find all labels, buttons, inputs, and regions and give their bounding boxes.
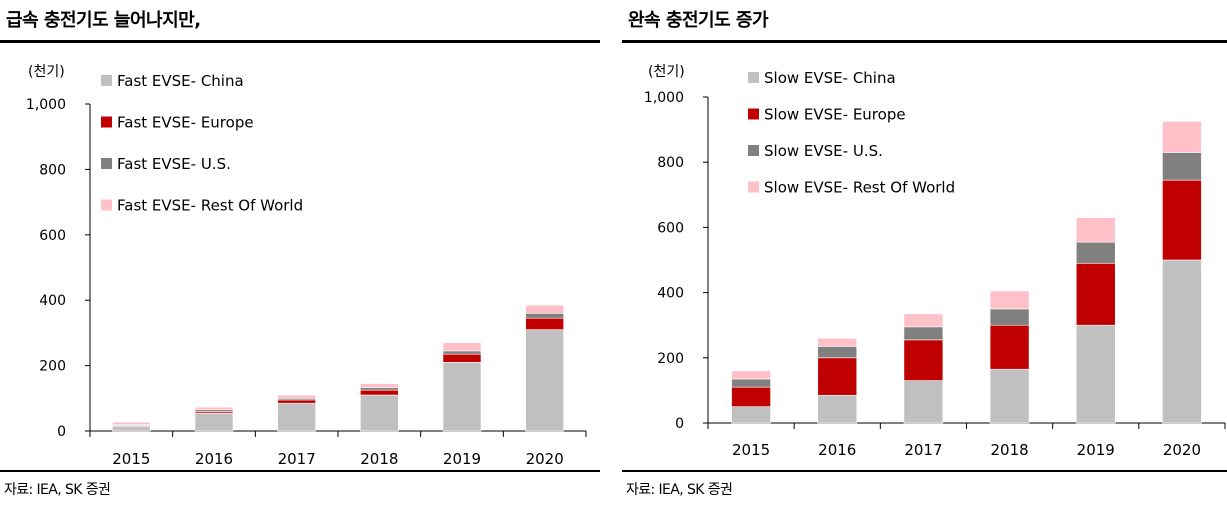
y-tick-label: 200 [39, 359, 66, 375]
bar-segment [442, 350, 482, 355]
bar-segment [989, 290, 1030, 310]
bar-segment [525, 312, 564, 319]
legend-label: Fast EVSE- Europe [117, 114, 254, 132]
legend-label: Slow EVSE- Europe [764, 106, 906, 124]
y-tick-label: 400 [39, 293, 66, 309]
legend-swatch [748, 181, 759, 193]
bar-segment [442, 362, 482, 432]
source-rule [0, 470, 600, 472]
unit-label: (천기) [648, 64, 685, 80]
bar-segment [442, 353, 482, 363]
x-tick-label: 2016 [818, 441, 856, 459]
bar-segment [360, 387, 399, 391]
bar-segment [1075, 217, 1116, 243]
bar-segment [903, 326, 944, 341]
bar-segment [360, 383, 399, 388]
bar-segment [277, 394, 316, 399]
legend-label: Slow EVSE- U.S. [764, 142, 883, 160]
fast-charger-panel: 급속 충전기도 늘어나지만, (천기) 0 200 400 600 800 1,000 201… [0, 0, 600, 507]
legend-swatch [748, 72, 759, 83]
bar-segment [903, 313, 944, 328]
legend-swatch [748, 108, 759, 120]
bar-segment [194, 412, 234, 432]
bar-segment [1075, 324, 1116, 424]
bar-segment [360, 394, 399, 432]
y-tick-label: 0 [675, 416, 684, 432]
legend-swatch [748, 145, 759, 156]
x-tick-label: 2020 [1163, 441, 1201, 459]
legend-label: Slow EVSE- Rest Of World [764, 179, 955, 197]
y-tick-label: 0 [57, 424, 66, 440]
bar-segment [525, 329, 564, 432]
x-tick-label: 2015 [732, 441, 770, 459]
legend-swatch [101, 158, 112, 169]
bar-segment [1162, 152, 1202, 181]
chart-title: 급속 충전기도 늘어나지만, [6, 10, 201, 31]
unit-label: (천기) [28, 64, 65, 80]
bar-segment [817, 346, 858, 359]
bar-segment [903, 380, 944, 424]
bar-segment [1162, 121, 1202, 153]
x-tick-label: 2018 [990, 441, 1028, 459]
slow-charger-panel: 완속 충전기도 증가 (천기) 0 200 400 600 800 1,000 2015 201… [622, 0, 1227, 507]
y-tick-label: 1,000 [26, 97, 66, 113]
legend-label: Fast EVSE- China [117, 72, 244, 90]
y-tick-label: 600 [39, 228, 66, 244]
bar-segment [1162, 259, 1202, 424]
x-tick-label: 2016 [195, 450, 233, 468]
bar-segment [525, 304, 564, 314]
bar-segment [194, 406, 234, 411]
bar-segment [989, 368, 1030, 424]
x-tick-label: 2018 [360, 450, 398, 468]
y-tick-label: 200 [657, 351, 684, 367]
x-tick-label: 2017 [904, 441, 942, 459]
legend-swatch [101, 199, 112, 211]
bar-segment [731, 378, 771, 388]
x-tick-label: 2020 [526, 450, 564, 468]
source-note: 자료: IEA, SK 증권 [4, 482, 111, 498]
legend-swatch [101, 75, 112, 86]
y-tick-label: 600 [657, 220, 684, 236]
bar-segment [731, 406, 771, 424]
y-tick-label: 800 [39, 162, 66, 178]
bar-segment [731, 370, 771, 380]
source-rule [622, 470, 1227, 472]
y-tick-label: 1,000 [644, 90, 684, 106]
bar-segment [442, 342, 482, 352]
legend-label: Fast EVSE- Rest Of World [117, 197, 303, 215]
x-tick-label: 2017 [278, 450, 316, 468]
legend-label: Fast EVSE- U.S. [117, 155, 231, 173]
y-tick-label: 400 [657, 286, 684, 302]
x-tick-label: 2019 [443, 450, 481, 468]
bar-segment [1075, 241, 1116, 264]
bar-segment [1075, 262, 1116, 326]
chart-title: 완속 충전기도 증가 [628, 10, 769, 31]
bar-segment [989, 308, 1030, 326]
slow-charger-chart: (천기) 0 200 400 600 800 1,000 2015 2016 2017 2018 20… [644, 64, 1226, 459]
bar-segment [903, 339, 944, 381]
bar-segment [817, 357, 858, 396]
x-tick-label: 2015 [112, 450, 150, 468]
bar-segment [817, 337, 858, 347]
y-tick-label: 800 [657, 155, 684, 171]
title-rule [622, 40, 1227, 43]
bar-segment [112, 425, 151, 432]
bar-segment [989, 324, 1030, 370]
source-note: 자료: IEA, SK 증권 [626, 482, 733, 498]
fast-charger-chart: (천기) 0 200 400 600 800 1,000 2015 2016 2017 2018 20… [26, 64, 587, 468]
bar-segment [525, 317, 564, 330]
bar-segment [1162, 179, 1202, 261]
bar-segment [817, 394, 858, 424]
bar-segment [277, 402, 316, 432]
legend-label: Slow EVSE- China [764, 69, 896, 87]
bar-segment [277, 399, 316, 404]
bar-segment [112, 421, 151, 425]
x-tick-label: 2019 [1077, 441, 1115, 459]
title-rule [0, 40, 600, 43]
legend-swatch [101, 116, 112, 128]
bar-segment [731, 386, 771, 408]
bar-segment [360, 389, 399, 396]
